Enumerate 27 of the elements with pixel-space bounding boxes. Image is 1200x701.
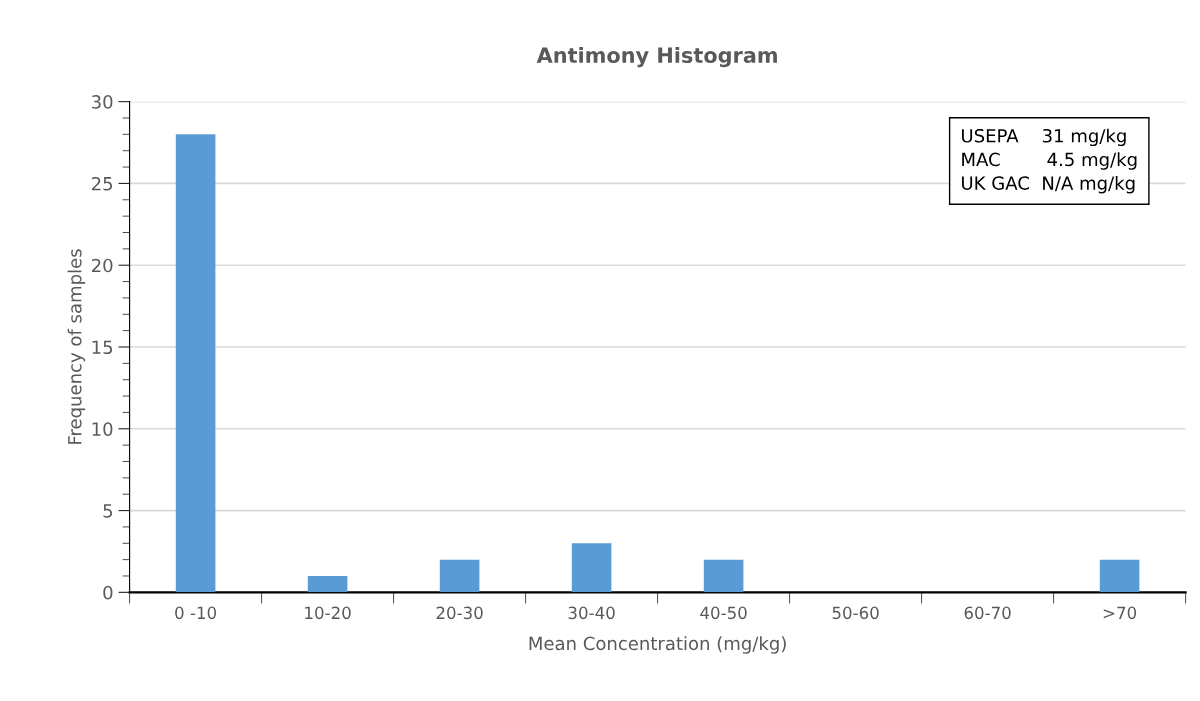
bar bbox=[439, 559, 480, 593]
x-tick-label: 10-20 bbox=[305, 606, 351, 620]
annotation: MAC 4.5 mg/kg bbox=[962, 152, 1137, 170]
y-axis-title: Frequency of samples bbox=[67, 249, 86, 444]
bar bbox=[307, 575, 348, 593]
x-tick-label: 0 -10 bbox=[175, 606, 217, 620]
x-tick-label: 20-30 bbox=[436, 606, 483, 620]
x-tick-label: 30-40 bbox=[568, 606, 615, 620]
x-tick-label: 50-60 bbox=[832, 606, 879, 620]
x-tick-label: >70 bbox=[1103, 606, 1137, 620]
x-axis-title: Mean Concentration (mg/kg) bbox=[529, 636, 786, 654]
chart-title: Antimony Histogram bbox=[536, 46, 777, 68]
annotation: UK GAC N/A mg/kg bbox=[962, 175, 1135, 194]
y-tick-label: 5 bbox=[103, 504, 113, 518]
y-tick-label: 20 bbox=[91, 258, 113, 273]
bar bbox=[1099, 559, 1140, 593]
x-tick-label: 60-70 bbox=[964, 606, 1011, 620]
y-tick-label: 15 bbox=[92, 340, 113, 355]
bar bbox=[571, 543, 612, 593]
bar bbox=[175, 134, 216, 593]
x-tick-label: 40-50 bbox=[700, 606, 747, 620]
y-tick-label: 30 bbox=[92, 95, 113, 109]
bar bbox=[703, 559, 744, 593]
annotation: USEPA 31 mg/kg bbox=[962, 128, 1126, 147]
y-tick-label: 10 bbox=[92, 422, 113, 436]
y-tick-label: 25 bbox=[91, 176, 113, 191]
y-tick-label: 0 bbox=[103, 585, 113, 600]
